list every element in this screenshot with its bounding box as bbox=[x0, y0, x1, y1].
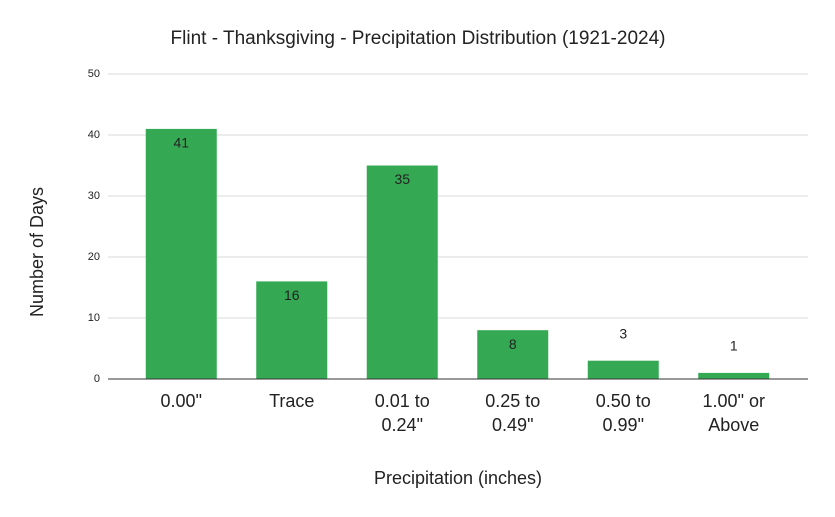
y-tick-label: 20 bbox=[88, 251, 100, 263]
bar bbox=[587, 360, 659, 379]
bar bbox=[698, 372, 770, 379]
x-axis-title: Precipitation (inches) bbox=[374, 468, 542, 488]
y-tick-label: 30 bbox=[88, 190, 100, 202]
chart-title: Flint - Thanksgiving - Precipitation Dis… bbox=[171, 28, 666, 49]
y-tick-label: 10 bbox=[88, 312, 100, 324]
x-tick-label: 0.50 to 0.99" bbox=[595, 391, 651, 435]
bar bbox=[366, 165, 438, 379]
x-tick-label: 0.25 to 0.49" bbox=[485, 391, 541, 435]
value-label: 16 bbox=[284, 287, 300, 303]
x-tick-label: Trace bbox=[269, 391, 315, 411]
bar bbox=[145, 128, 217, 379]
y-tick-label: 50 bbox=[88, 68, 100, 80]
y-tick-label: 0 bbox=[94, 373, 100, 385]
value-label: 3 bbox=[619, 325, 627, 341]
bar bbox=[477, 330, 549, 379]
value-label: 8 bbox=[509, 336, 517, 352]
x-tick-label: 0.01 to 0.24" bbox=[374, 391, 430, 435]
value-label: 35 bbox=[394, 171, 410, 187]
y-tick-label: 40 bbox=[88, 129, 100, 141]
x-tick-label: 1.00" or Above bbox=[702, 391, 765, 435]
y-axis-title: Number of Days bbox=[27, 187, 47, 317]
value-label: 1 bbox=[730, 338, 738, 354]
x-tick-label: 0.00" bbox=[160, 391, 202, 411]
value-label: 41 bbox=[173, 135, 189, 151]
bar bbox=[256, 281, 328, 379]
